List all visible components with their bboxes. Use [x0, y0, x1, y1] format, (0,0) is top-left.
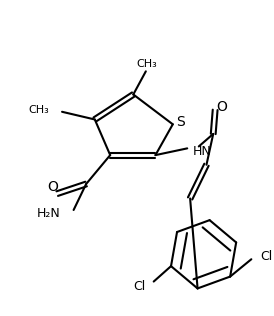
Text: O: O	[216, 100, 227, 114]
Text: HN: HN	[193, 145, 212, 158]
Text: H₂N: H₂N	[36, 207, 60, 220]
Text: O: O	[47, 180, 58, 194]
Text: Cl: Cl	[260, 250, 272, 263]
Text: S: S	[176, 115, 185, 129]
Text: Cl: Cl	[133, 280, 145, 293]
Text: CH₃: CH₃	[29, 105, 50, 115]
Text: CH₃: CH₃	[136, 59, 157, 69]
